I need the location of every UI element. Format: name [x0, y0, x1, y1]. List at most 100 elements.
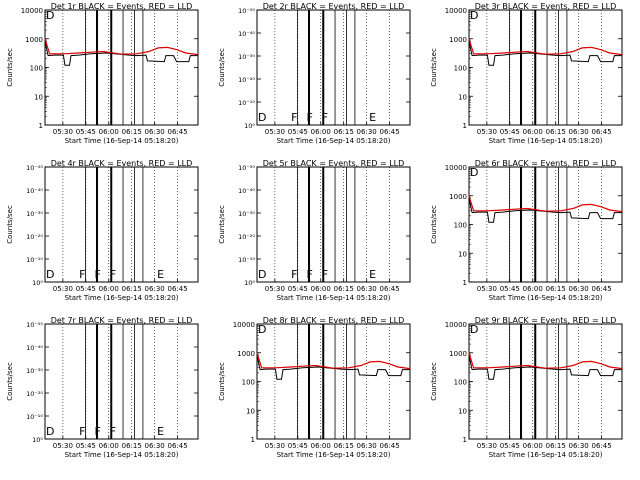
y-tick-label: 100 [454, 222, 467, 230]
marker-label-d: D [258, 323, 266, 336]
y-tick-label: 10⁰ [32, 279, 43, 287]
x-tick-label: 06:30 [145, 442, 165, 450]
marker-label-e: E [369, 111, 376, 124]
series-events-line [468, 41, 622, 66]
marker-label-d: D [46, 9, 54, 22]
y-tick-label: 10⁻⁵⁰ [26, 321, 43, 329]
series-lld-line [468, 38, 623, 56]
y-tick-label: 10⁻³⁰ [26, 210, 43, 218]
x-tick-label: 06:45 [168, 285, 188, 293]
x-tick-label: 06:45 [592, 285, 612, 293]
y-tick-label: 10⁻³⁰ [238, 53, 255, 61]
y-tick-label: 10 [458, 407, 467, 415]
marker-label-d: D [46, 268, 54, 281]
chart-panel-9: Det 9r BLACK = Events, RED = LLD 05:30 05:… [430, 316, 623, 459]
x-tick-label: 05:45 [76, 285, 96, 293]
plot-frame [44, 166, 199, 283]
x-tick-label: 05:30 [477, 128, 497, 136]
y-tick-label: 10 [34, 93, 43, 101]
y-tick-label: 1000 [449, 193, 467, 201]
y-tick-label: 100 [30, 65, 43, 73]
y-axis-label: Counts/sec [430, 362, 438, 401]
x-tick-label: 06:15 [546, 442, 566, 450]
y-tick-label: 10⁻⁴⁰ [238, 187, 255, 195]
x-tick-label: 06:30 [569, 128, 589, 136]
x-tick-label: 06:45 [592, 128, 612, 136]
x-axis-label: Start Time (16-Sep-14 05:18:20) [65, 294, 179, 302]
chart-panel-1: Det 1r BLACK = Events, RED = LLD 05:30 05:… [6, 2, 199, 145]
y-tick-label: 10⁻⁴⁰ [26, 344, 43, 352]
y-tick-label: 1000 [449, 350, 467, 358]
y-tick-label: 10 [246, 407, 255, 415]
marker-label-f: F [306, 268, 312, 281]
y-axis-label: Counts/sec [430, 205, 438, 244]
x-axis-label: Start Time (16-Sep-14 05:18:20) [489, 137, 603, 145]
series-events-line [468, 198, 622, 223]
x-axis-label: Start Time (16-Sep-14 05:18:20) [277, 294, 391, 302]
chart-title: Det 8r BLACK = Events, RED = LLD [263, 316, 405, 325]
y-tick-label: 10⁻²⁰ [238, 233, 255, 241]
y-tick-label: 10⁻⁵⁰ [238, 164, 255, 172]
y-tick-label: 1 [463, 436, 467, 444]
x-tick-label: 06:45 [168, 442, 188, 450]
marker-label-e: E [157, 268, 164, 281]
y-tick-label: 10000 [21, 7, 43, 15]
y-tick-label: 10⁻⁴⁰ [238, 30, 255, 38]
marker-label-f: F [79, 268, 85, 281]
x-tick-label: 05:30 [265, 285, 285, 293]
x-tick-label: 05:30 [53, 128, 73, 136]
y-tick-label: 1000 [237, 350, 255, 358]
marker-label-e: E [157, 425, 164, 438]
y-tick-label: 10⁰ [244, 279, 255, 287]
series-events-line [44, 41, 198, 66]
plot-frame [468, 323, 623, 440]
y-tick-label: 10⁻³⁰ [238, 210, 255, 218]
plot-frame [468, 9, 623, 126]
plot-frame [256, 323, 411, 440]
x-tick-label: 06:45 [380, 285, 400, 293]
y-tick-label: 10000 [445, 164, 467, 172]
x-tick-label: 06:30 [357, 128, 377, 136]
plot-frame [256, 9, 411, 126]
y-tick-label: 1 [463, 122, 467, 130]
y-tick-label: 1 [251, 436, 255, 444]
x-tick-label: 05:45 [500, 128, 520, 136]
y-tick-label: 100 [242, 379, 255, 387]
marker-label-f: F [110, 425, 116, 438]
x-tick-label: 06:00 [311, 442, 331, 450]
y-tick-label: 10000 [445, 7, 467, 15]
x-tick-label: 06:45 [380, 128, 400, 136]
x-tick-label: 06:00 [311, 128, 331, 136]
y-tick-label: 10 [458, 250, 467, 258]
x-tick-label: 05:30 [477, 285, 497, 293]
marker-label-d: D [46, 425, 54, 438]
x-tick-label: 05:30 [53, 442, 73, 450]
y-tick-label: 10⁻²⁰ [26, 233, 43, 241]
x-tick-label: 06:00 [99, 442, 119, 450]
chart-title: Det 4r BLACK = Events, RED = LLD [51, 159, 193, 168]
y-tick-label: 1 [463, 279, 467, 287]
x-tick-label: 06:00 [99, 285, 119, 293]
chart-panel-3: Det 3r BLACK = Events, RED = LLD 05:30 05:… [430, 2, 623, 145]
x-axis-label: Start Time (16-Sep-14 05:18:20) [489, 294, 603, 302]
x-tick-label: 05:30 [265, 442, 285, 450]
marker-label-f: F [291, 111, 297, 124]
x-tick-label: 05:30 [53, 285, 73, 293]
y-tick-label: 10⁰ [32, 436, 43, 444]
y-axis-label: Counts/sec [218, 362, 226, 401]
x-tick-label: 06:30 [569, 442, 589, 450]
x-tick-label: 06:00 [523, 285, 543, 293]
series-lld-line [44, 38, 199, 56]
x-tick-label: 06:45 [380, 442, 400, 450]
x-tick-label: 06:30 [145, 285, 165, 293]
series-lld-line [256, 352, 411, 370]
y-tick-label: 10 [458, 93, 467, 101]
y-axis-label: Counts/sec [6, 362, 14, 401]
marker-label-d: D [470, 166, 478, 179]
x-tick-label: 06:30 [145, 128, 165, 136]
y-tick-label: 10⁻⁴⁰ [26, 187, 43, 195]
x-tick-label: 05:45 [288, 442, 308, 450]
x-axis-label: Start Time (16-Sep-14 05:18:20) [65, 451, 179, 459]
marker-label-f: F [110, 268, 116, 281]
